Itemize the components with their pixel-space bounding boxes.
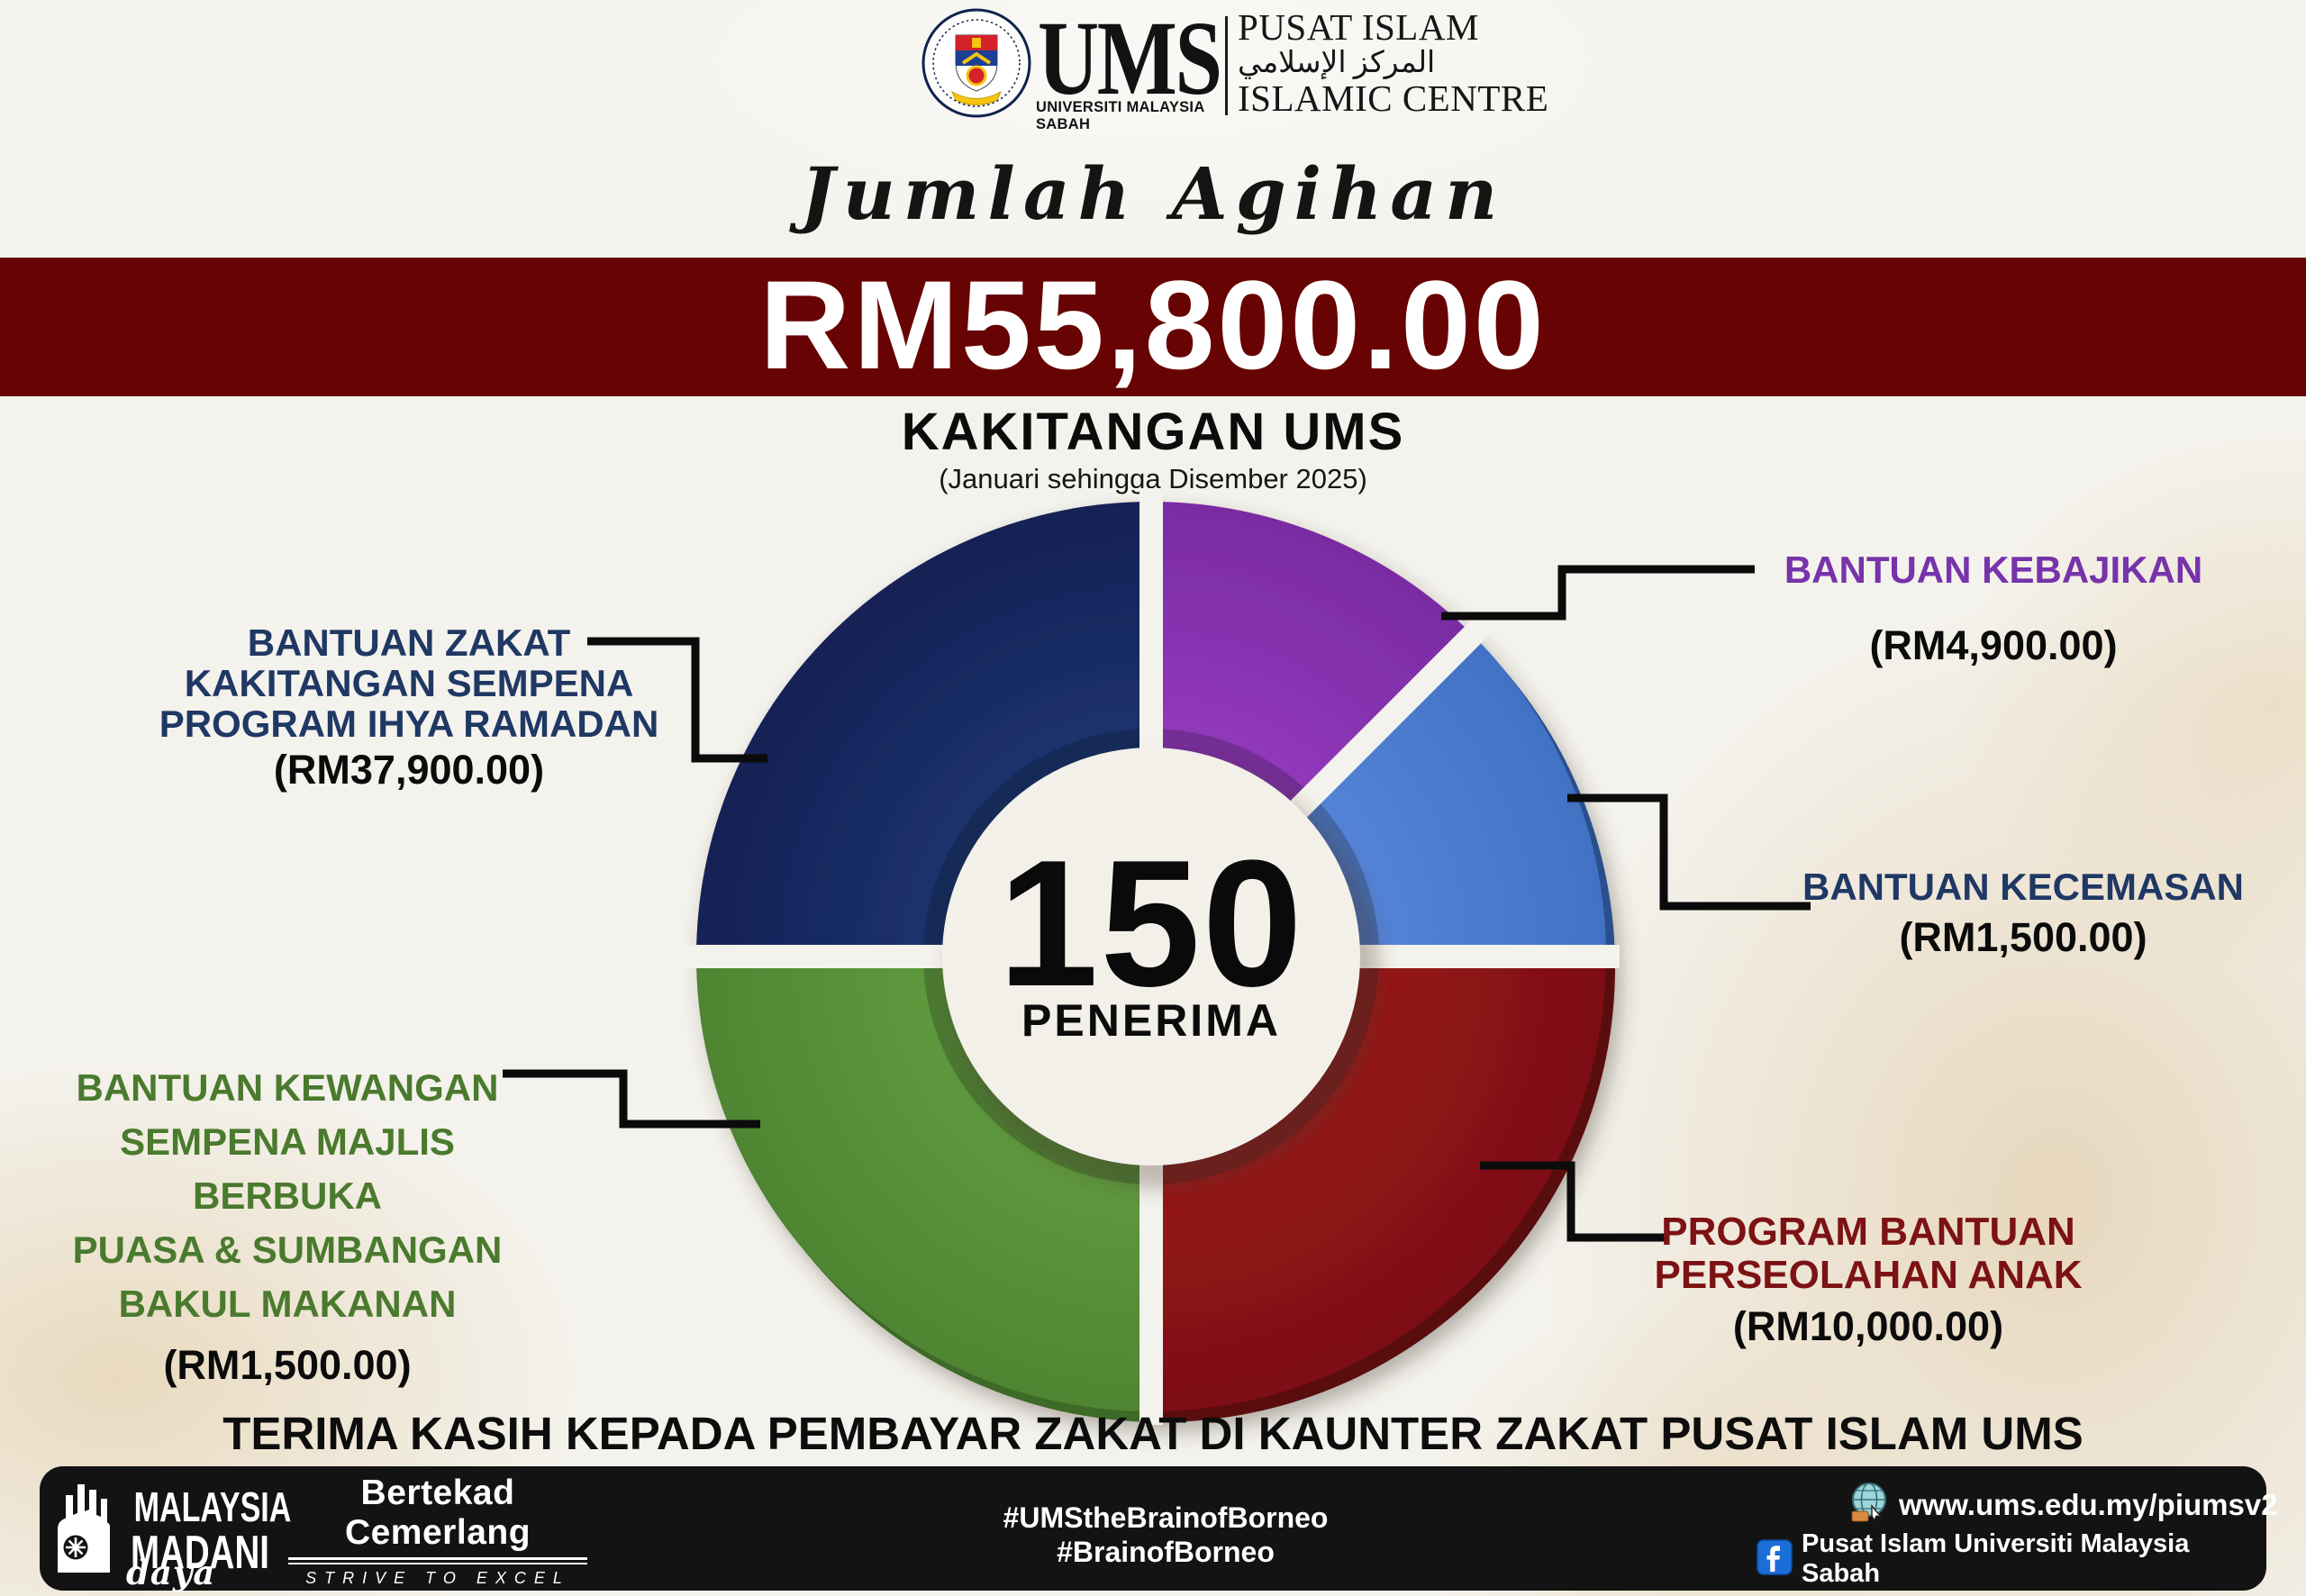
ums-crest-logo — [921, 7, 1032, 122]
website-row[interactable]: www.ums.edu.my/piumsv2 — [1848, 1481, 2278, 1528]
callout-kewangan-line: BAKUL MAKANAN — [118, 1283, 457, 1326]
malaysia-madani-logo-icon — [49, 1479, 112, 1578]
connector-zakat — [587, 637, 767, 763]
callout-kecemasan-line: BANTUAN KECEMASAN — [1802, 866, 2244, 908]
footer-bar: MALAYSIA MADANI daya cipta Bertekad Ceme… — [40, 1466, 2278, 1596]
thanks-line: TERIMA KASIH KEPADA PEMBAYAR ZAKAT DI KA… — [222, 1408, 2084, 1459]
callout-zakat-line: PROGRAM IHYA RAMADAN — [159, 702, 659, 745]
madani-tagline: daya cipta — [126, 1553, 223, 1596]
donut-center-disc — [942, 748, 1360, 1165]
callout-kebajikan-amount: (RM4,900.00) — [1869, 622, 2118, 669]
callout-kebajikan-line: BANTUAN KEBAJIKAN — [1784, 549, 2203, 591]
malaysia-madani-wordmark: MALAYSIA MADANI — [106, 1486, 291, 1579]
callout-zakat-line: KAKITANGAN SEMPENA — [184, 661, 634, 704]
callout-zakat-amount: (RM37,900.00) — [273, 746, 545, 793]
callout-kewangan-amount: (RM1,500.00) — [163, 1342, 412, 1389]
motto-underline — [288, 1563, 587, 1564]
header-divider — [1225, 16, 1228, 115]
org-name-english: ISLAMIC CENTRE — [1238, 77, 1549, 119]
hashtags-block: #UMStheBrainofBorneo #BrainofBorneo — [940, 1501, 1391, 1570]
connector-kewangan — [503, 1069, 760, 1129]
callout-kecemasan: BANTUAN KECEMASAN (RM1,500.00) — [1771, 866, 2275, 960]
motto-underline — [288, 1557, 587, 1560]
total-amount-banner: RM55,800.00 — [0, 258, 2306, 396]
callout-persekolahan-amount: (RM10,000.00) — [1732, 1302, 2004, 1349]
ums-motto-block: Bertekad Cemerlang STRIVE TO EXCEL Leadi… — [276, 1474, 600, 1596]
org-name-malay: PUSAT ISLAM — [1238, 6, 1479, 48]
callout-persekolahan-line: PERSEOLAHAN ANAK — [1654, 1252, 2083, 1297]
motto-malay: Bertekad Cemerlang — [344, 1474, 531, 1552]
madani-line2: MADANI — [131, 1527, 269, 1579]
callout-zakat: BANTUAN ZAKAT KAKITANGAN SEMPENA PROGRAM… — [112, 621, 706, 793]
motto-vision: Leading Towards Innovative Societies — [276, 1594, 600, 1596]
ums-subtitle: UNIVERSITI MALAYSIA SABAH — [1036, 99, 1204, 132]
callout-persekolahan: PROGRAM BANTUAN PERSEOLAHAN ANAK (RM10,0… — [1632, 1211, 2104, 1348]
callout-persekolahan-line: PROGRAM BANTUAN — [1661, 1210, 2075, 1254]
callout-kecemasan-amount: (RM1,500.00) — [1899, 914, 2147, 961]
recipient-label: PENERIMA — [1021, 995, 1281, 1046]
callout-connectors — [503, 565, 1811, 1242]
facebook-page-name[interactable]: Pusat Islam Universiti Malaysia Sabah — [1802, 1529, 2190, 1588]
script-title: Jumlah Agihan — [800, 151, 1506, 236]
motto-english: STRIVE TO EXCEL — [305, 1569, 570, 1587]
callout-kewangan-line: SEMPENA MAJLIS BERBUKA — [120, 1120, 455, 1218]
callout-kebajikan: BANTUAN KEBAJIKAN (RM4,900.00) — [1755, 549, 2232, 668]
connector-kebajikan — [1441, 565, 1755, 621]
website-url[interactable]: www.ums.edu.my/piumsv2 — [1899, 1487, 2278, 1521]
globe-icon — [1848, 1481, 1890, 1528]
ums-wordmark: UMS — [1038, 0, 1222, 117]
connector-kecemasan — [1567, 793, 1811, 911]
audience-title: KAKITANGAN UMS — [901, 403, 1405, 461]
callout-kewangan-line: BANTUAN KEWANGAN — [76, 1066, 499, 1109]
recipient-count: 150 — [998, 823, 1304, 1024]
facebook-icon — [1757, 1538, 1793, 1580]
madani-line1: MALAYSIA — [133, 1483, 292, 1530]
hashtag-1: #UMStheBrainofBorneo — [1003, 1501, 1329, 1534]
callout-kewangan: BANTUAN KEWANGAN SEMPENA MAJLIS BERBUKA … — [32, 1061, 542, 1395]
org-name-arabic: المركز الإسلامي — [1238, 47, 1436, 79]
hashtag-2: #BrainofBorneo — [1057, 1536, 1275, 1569]
callout-kewangan-line: PUASA & SUMBANGAN — [72, 1229, 503, 1272]
facebook-row[interactable]: Pusat Islam Universiti Malaysia Sabah — [1757, 1529, 2266, 1589]
total-amount: RM55,800.00 — [759, 254, 1547, 395]
islamic-centre-block: PUSAT ISLAM المركز الإسلامي ISLAMIC CENT… — [1238, 9, 1548, 117]
callout-zakat-line: BANTUAN ZAKAT — [247, 621, 571, 664]
connector-persekolahan — [1480, 1161, 1665, 1242]
